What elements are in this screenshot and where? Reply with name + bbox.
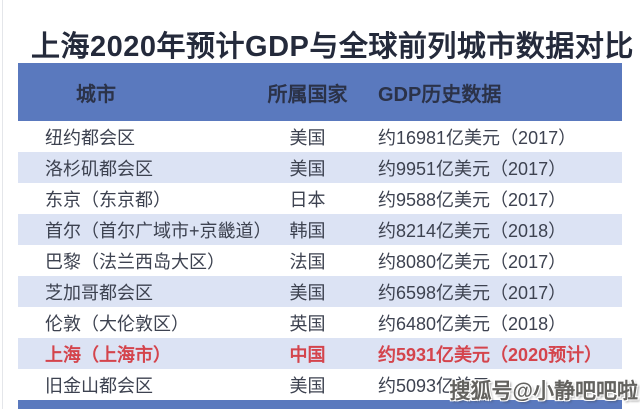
cell-country: 英国	[289, 313, 326, 334]
cell-gdp: 约6598亿美元（2017）	[378, 282, 567, 303]
cell-country: 美国	[289, 375, 326, 396]
table-row: 巴黎（法兰西岛大区） 法国 约8080亿美元（2017）	[18, 245, 622, 276]
page-title: 上海2020年预计GDP与全球前列城市数据对比	[31, 31, 634, 63]
cell-city: 芝加哥都会区	[45, 282, 153, 303]
cell-city: 首尔（首尔广域市+京畿道）	[45, 220, 272, 241]
cell-gdp: 约16981亿美元（2017）	[378, 127, 577, 148]
watermark-text: 搜狐号@小静吧吧啦	[449, 380, 638, 403]
cell-gdp: 约6480亿美元（2018）	[378, 313, 567, 334]
table-header-row: 城市 所属国家 GDP历史数据	[18, 63, 622, 121]
header-cell-gdp: GDP历史数据	[378, 83, 502, 106]
cell-city: 伦敦（大伦敦区）	[45, 313, 189, 334]
header-cell-country: 所属国家	[267, 83, 348, 106]
cell-city: 上海（上海市）	[45, 344, 171, 365]
cell-city: 洛杉矶都会区	[45, 158, 153, 179]
page-edge-line	[2, 0, 3, 409]
table-body: 纽约都会区 美国 约16981亿美元（2017） 洛杉矶都会区 美国 约9951…	[18, 121, 622, 400]
table-row: 伦敦（大伦敦区） 英国 约6480亿美元（2018）	[18, 307, 622, 338]
cell-country: 法国	[289, 251, 326, 272]
cell-city: 东京（东京都）	[45, 189, 171, 210]
cell-country: 美国	[289, 282, 326, 303]
table-row: 东京（东京都） 日本 约9588亿美元（2017）	[18, 183, 622, 214]
header-cell-city: 城市	[76, 83, 116, 106]
cell-gdp: 约8080亿美元（2017）	[378, 251, 567, 272]
cell-country: 美国	[289, 158, 326, 179]
bottom-accent-bar	[18, 400, 622, 409]
cell-city: 纽约都会区	[45, 127, 135, 148]
cell-gdp: 约8214亿美元（2018）	[378, 220, 567, 241]
table-row: 洛杉矶都会区 美国 约9951亿美元（2017）	[18, 152, 622, 183]
cell-gdp: 约5931亿美元（2020预计）	[378, 344, 603, 365]
table-row: 上海（上海市） 中国 约5931亿美元（2020预计）	[18, 338, 622, 369]
cell-country: 美国	[289, 127, 326, 148]
cell-city: 巴黎（法兰西岛大区）	[45, 251, 225, 272]
table-row: 芝加哥都会区 美国 约6598亿美元（2017）	[18, 276, 622, 307]
cell-country: 日本	[289, 189, 326, 210]
gdp-comparison-table: 城市 所属国家 GDP历史数据 纽约都会区 美国 约16981亿美元（2017）…	[18, 63, 622, 400]
cell-country: 中国	[289, 344, 326, 365]
cell-country: 韩国	[289, 220, 326, 241]
cell-gdp: 约9588亿美元（2017）	[378, 189, 567, 210]
cell-gdp: 约9951亿美元（2017）	[378, 158, 567, 179]
cell-gdp: 约5093亿美元	[378, 375, 491, 396]
table-row: 旧金山都会区 美国 约5093亿美元	[18, 369, 622, 400]
table-row: 纽约都会区 美国 约16981亿美元（2017）	[18, 121, 622, 152]
cell-city: 旧金山都会区	[45, 375, 153, 396]
table-row: 首尔（首尔广域市+京畿道） 韩国 约8214亿美元（2018）	[18, 214, 622, 245]
